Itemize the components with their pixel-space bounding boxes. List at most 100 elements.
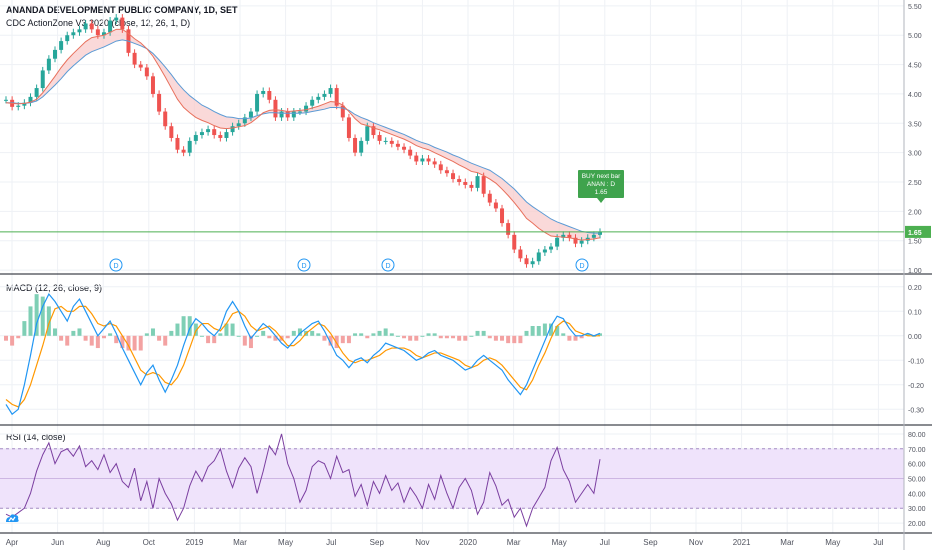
macd-histogram-bar — [65, 336, 69, 346]
buy-signal-text: 1.65 — [595, 189, 608, 196]
x-tick-label: Jun — [51, 538, 64, 547]
candle-body — [402, 147, 406, 150]
macd-histogram-bar — [163, 336, 167, 346]
buy-signal-text: ANAN : D — [587, 181, 615, 188]
x-tick-label: May — [278, 538, 293, 547]
candle-body — [237, 123, 241, 126]
macd-histogram-bar — [316, 333, 320, 335]
candle-body — [120, 18, 124, 30]
candle-body — [451, 173, 455, 179]
macd-histogram-bar — [543, 324, 547, 336]
macd-histogram-bar — [102, 336, 106, 338]
x-tick-label: 2021 — [733, 538, 751, 547]
candle-body — [531, 261, 535, 264]
tradingview-logo[interactable] — [4, 511, 20, 523]
macd-histogram-bar — [445, 336, 449, 338]
ema-slow-line — [6, 40, 600, 233]
dividend-marker-label: D — [385, 263, 390, 270]
candle-body — [365, 126, 369, 141]
candle-body — [169, 126, 173, 138]
price-tick-label: 2.00 — [908, 209, 922, 216]
macd-histogram-bar — [237, 336, 241, 337]
candle-body — [396, 144, 400, 147]
price-tick-label: 4.50 — [908, 63, 922, 70]
rsi-tick-label: 20.00 — [908, 521, 926, 528]
candle-body — [500, 208, 504, 223]
macd-histogram-bar — [53, 328, 57, 335]
x-tick-label: Sep — [370, 538, 385, 547]
macd-histogram-bar — [384, 328, 388, 335]
candle-body — [457, 179, 461, 182]
candle-body — [506, 223, 510, 235]
rsi-pane — [0, 434, 904, 526]
macd-histogram-bar — [365, 336, 369, 338]
candle-body — [133, 53, 137, 65]
macd-histogram-bar — [182, 316, 186, 336]
candle-body — [476, 176, 480, 188]
candle-body — [139, 65, 143, 68]
candle-body — [224, 132, 228, 138]
candle-body — [537, 252, 541, 261]
candle-body — [286, 112, 290, 118]
macd-histogram-bar — [500, 336, 504, 341]
dividend-marker-label: D — [579, 263, 584, 270]
candle-body — [494, 203, 498, 209]
macd-tick-label: 0.20 — [908, 285, 922, 292]
x-tick-label: Sep — [643, 538, 658, 547]
macd-histogram-bar — [574, 336, 578, 341]
candle-body — [59, 41, 63, 50]
macd-histogram-bar — [402, 336, 406, 338]
x-tick-label: Mar — [507, 538, 521, 547]
candle-body — [347, 117, 351, 138]
macd-histogram-bar — [28, 306, 32, 335]
rsi-tick-label: 70.00 — [908, 447, 926, 454]
macd-tick-label: -0.30 — [908, 407, 924, 414]
buy-signal-text: BUY next bar — [582, 173, 621, 180]
macd-histogram-bar — [206, 336, 210, 343]
x-tick-label: May — [825, 538, 840, 547]
macd-histogram-bar — [512, 336, 516, 343]
x-tick-label: Jul — [600, 538, 610, 547]
macd-histogram-bar — [4, 336, 8, 341]
macd-histogram-bar — [175, 324, 179, 336]
macd-histogram-bar — [10, 336, 14, 346]
macd-histogram-bar — [408, 336, 412, 341]
macd-histogram-bar — [231, 324, 235, 336]
x-tick-label: Mar — [780, 538, 794, 547]
macd-histogram-bar — [457, 336, 461, 341]
macd-histogram-bar — [133, 336, 137, 351]
macd-histogram-bar — [537, 326, 541, 336]
macd-histogram-bar — [322, 336, 326, 341]
rsi-tick-label: 40.00 — [908, 491, 926, 498]
last-price-label: 1.65 — [908, 230, 922, 237]
candle-body — [592, 235, 596, 238]
macd-histogram-bar — [212, 336, 216, 343]
macd-histogram-bar — [494, 336, 498, 341]
macd-tick-label: -0.20 — [908, 383, 924, 390]
ema-fast-line — [6, 29, 600, 240]
macd-histogram-bar — [108, 333, 112, 335]
macd-histogram-bar — [390, 333, 394, 335]
candle-body — [84, 23, 88, 29]
price-tick-label: 2.50 — [908, 180, 922, 187]
candle-body — [512, 235, 516, 250]
candle-body — [41, 70, 45, 88]
macd-histogram-bar — [90, 336, 94, 346]
macd-histogram-bar — [525, 331, 529, 336]
macd-histogram-bar — [267, 336, 271, 338]
candle-body — [378, 135, 382, 141]
price-tick-label: 1.50 — [908, 239, 922, 246]
candle-body — [4, 100, 8, 101]
rsi-tick-label: 30.00 — [908, 506, 926, 513]
candle-body — [163, 112, 167, 127]
x-tick-label: Apr — [6, 538, 19, 547]
candle-body — [580, 241, 584, 244]
candle-body — [359, 141, 363, 153]
rsi-tick-label: 80.00 — [908, 432, 926, 439]
candle-body — [445, 170, 449, 173]
price-pane — [4, 14, 602, 268]
macd-histogram-bar — [433, 333, 437, 335]
x-tick-label: 2019 — [186, 538, 204, 547]
